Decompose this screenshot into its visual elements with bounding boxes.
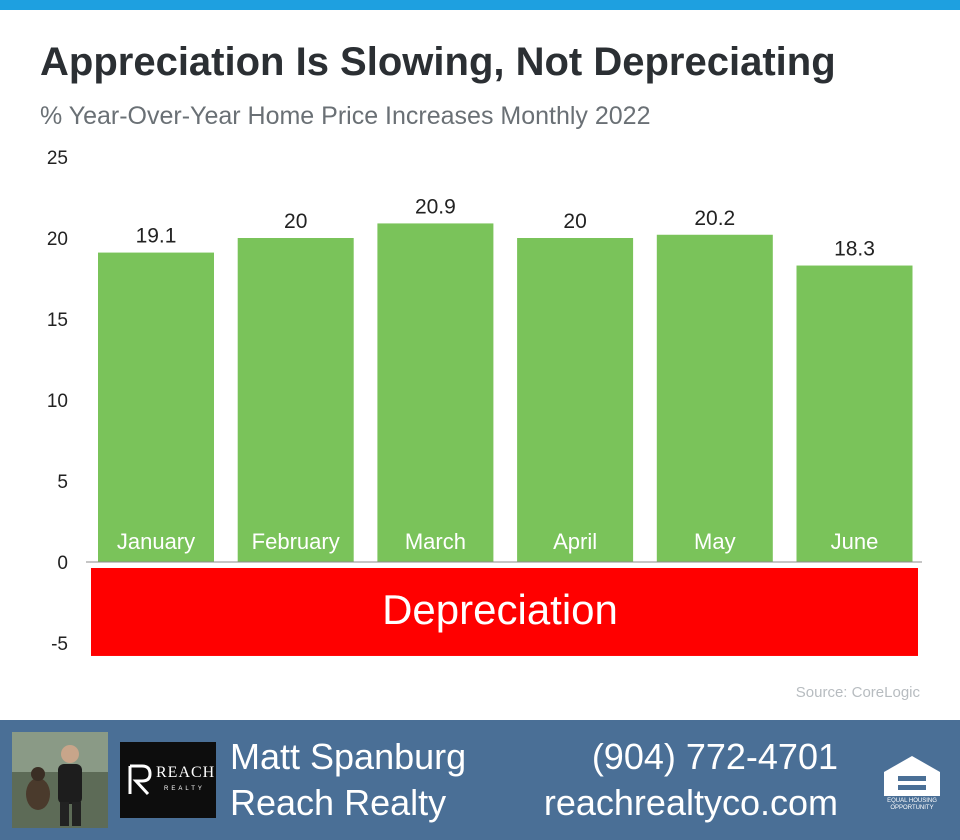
y-tick-label: -5 [51, 634, 68, 655]
phone-number[interactable]: (904) 772-4701 [591, 736, 838, 777]
bar-value-label: 18.3 [834, 238, 875, 261]
bar-value-label: 20.9 [415, 195, 456, 218]
house-icon [884, 756, 940, 796]
y-tick-label: 20 [47, 229, 68, 250]
agent-photo-icon [12, 732, 108, 828]
source-note: Source: CoreLogic [795, 684, 920, 701]
reach-r-icon [128, 764, 152, 796]
chart-title: Appreciation Is Slowing, Not Depreciatin… [40, 40, 836, 84]
depreciation-label: Depreciation [382, 586, 618, 633]
y-tick-label: 0 [57, 553, 68, 574]
bar-chart: Depreciation 25 20 15 10 5 0 -5 19.1 January 20 Feb… [47, 148, 922, 656]
depreciation-band [91, 568, 918, 656]
bar-value-label: 20 [284, 210, 307, 233]
category-label: June [831, 529, 879, 554]
chart-subtitle: % Year-Over-Year Home Price Increases Mo… [40, 102, 651, 130]
bar-value-label: 20.2 [694, 207, 735, 230]
y-tick-label: 25 [47, 148, 68, 169]
bar [796, 265, 913, 562]
y-tick-label: 5 [57, 472, 68, 493]
bar-value-label: 19.1 [136, 225, 177, 248]
category-label: February [252, 529, 340, 554]
equal-housing-text: EQUAL HOUSING OPPORTUNITY [887, 798, 937, 811]
footer-banner: REACH REALTY Matt Spanburg Reach Realty … [0, 720, 960, 840]
agent-name: Matt Spanburg [230, 736, 467, 777]
category-label: May [694, 529, 736, 554]
company-name: Reach Realty [230, 782, 447, 823]
bar [98, 252, 214, 562]
bar-value-label: 20 [563, 210, 586, 233]
reach-realty-logo: REACH REALTY [120, 742, 216, 818]
equal-housing-icon: EQUAL HOUSING OPPORTUNITY [880, 754, 944, 814]
bar [237, 238, 354, 562]
logo-word: REACH [156, 764, 216, 781]
category-label: April [553, 529, 597, 554]
agent-photo [12, 732, 108, 828]
category-label: March [405, 529, 466, 554]
bar [517, 238, 634, 562]
category-label: January [117, 529, 195, 554]
y-tick-label: 15 [47, 310, 68, 331]
bar [656, 234, 773, 562]
logo-subword: REALTY [164, 786, 205, 792]
website-link[interactable]: reachrealtyco.com [543, 782, 838, 823]
y-tick-label: 10 [47, 391, 68, 412]
bar [377, 223, 494, 563]
top-accent-bar [0, 0, 960, 10]
